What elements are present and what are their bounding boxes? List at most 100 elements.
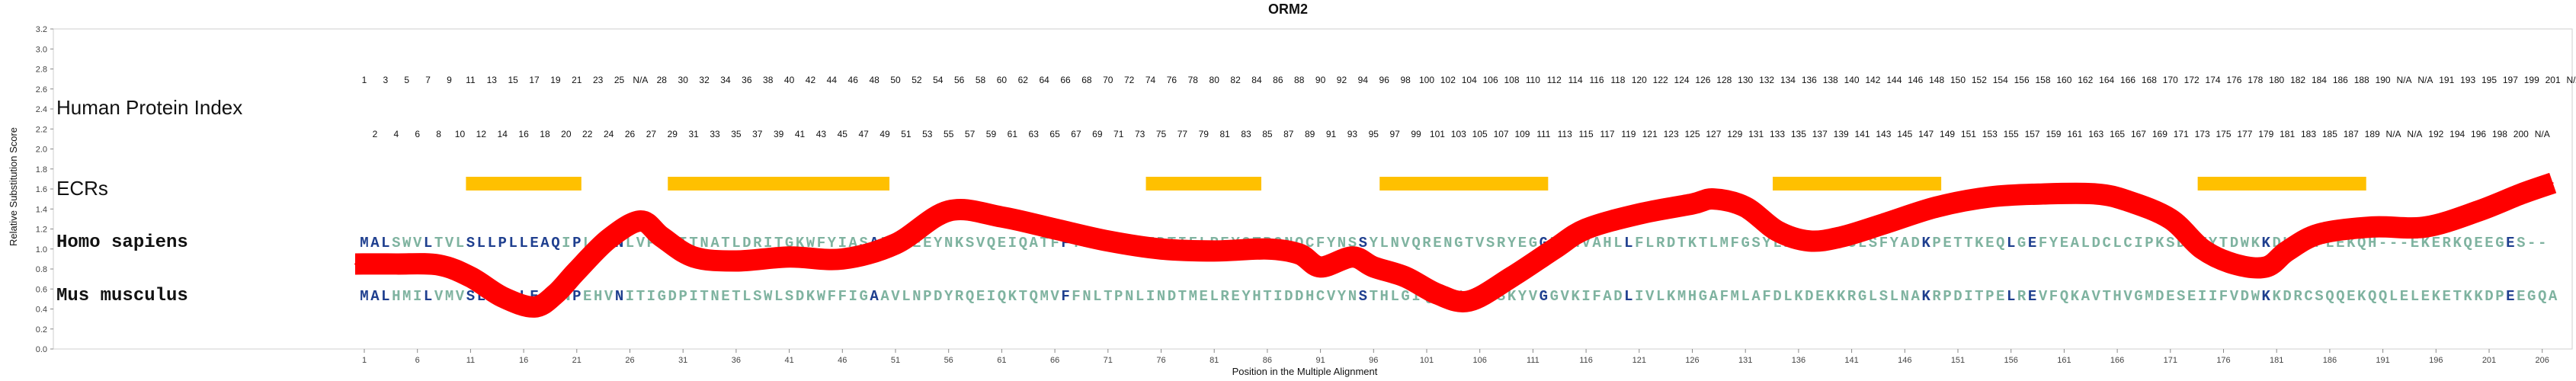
- residue: E: [1985, 235, 1994, 251]
- human-index-number: 22: [582, 129, 593, 139]
- curve-point: [1988, 196, 1991, 198]
- residue: T: [1019, 288, 1027, 305]
- human-index-number: 169: [2152, 129, 2167, 139]
- residue: L: [1613, 235, 1622, 251]
- residue: N: [1082, 288, 1091, 305]
- residue: S: [785, 288, 793, 305]
- residue: A: [880, 288, 889, 305]
- residue: I: [2134, 235, 2142, 251]
- residue: E: [1231, 288, 1239, 305]
- human-index-number: 167: [2131, 129, 2146, 139]
- x-tick-label: 116: [1579, 356, 1593, 365]
- human-index-number: 58: [976, 75, 986, 85]
- residue: S: [1359, 288, 1367, 305]
- residue: T: [2453, 288, 2461, 305]
- human-index-number: 82: [1230, 75, 1241, 85]
- residue: Q: [998, 288, 1006, 305]
- residue: S: [1348, 235, 1357, 251]
- curve-point: [1777, 230, 1779, 232]
- y-tick-label: 0.6: [36, 285, 47, 294]
- y-tick-label: 2.2: [36, 125, 47, 134]
- ecr-bar: [1379, 177, 1549, 190]
- residue: R: [2293, 288, 2302, 305]
- residue: V: [976, 235, 985, 251]
- human-index-number: 141: [1855, 129, 1870, 139]
- human-index-number: 32: [699, 75, 710, 85]
- human-index-number: 177: [2237, 129, 2252, 139]
- residue: Y: [1370, 235, 1379, 251]
- residue: A: [1592, 235, 1601, 251]
- residue: A: [370, 288, 380, 305]
- residue: F: [1592, 288, 1600, 305]
- human-index-number: 14: [498, 129, 508, 139]
- residue: D: [1953, 288, 1962, 305]
- curve-point: [1373, 266, 1375, 268]
- residue: Q: [2336, 288, 2344, 305]
- residue: L: [1390, 288, 1399, 305]
- residue: M: [402, 288, 411, 305]
- curve-point: [1298, 253, 1300, 255]
- curve-point: [1936, 206, 1938, 208]
- human-index-number: 40: [784, 75, 795, 85]
- x-tick-label: 106: [1473, 356, 1487, 365]
- residue: I: [2209, 288, 2217, 305]
- residue: L: [1093, 288, 1101, 305]
- residue: N: [615, 288, 623, 305]
- residue: L: [488, 235, 496, 251]
- residue: T: [2102, 288, 2110, 305]
- residue: G: [2017, 235, 2026, 251]
- residue: I: [1146, 288, 1155, 305]
- residue: G: [859, 288, 867, 305]
- curve-point: [1054, 228, 1056, 230]
- x-tick-label: 191: [2376, 356, 2389, 365]
- residue: K: [2453, 235, 2462, 251]
- human-index-number: 134: [1780, 75, 1796, 85]
- human-index-number: 20: [561, 129, 572, 139]
- residue: -: [2527, 235, 2536, 251]
- human-index-number: 29: [668, 129, 678, 139]
- human-index-number: N/A: [2417, 75, 2433, 85]
- human-index-number: 176: [2226, 75, 2241, 85]
- y-axis-label: Relative Substitution Score: [8, 127, 19, 246]
- human-index-number: 49: [879, 129, 890, 139]
- residue: E: [1943, 235, 1951, 251]
- human-index-number: 75: [1156, 129, 1167, 139]
- human-index-number: 61: [1008, 129, 1018, 139]
- human-index-number: 145: [1897, 129, 1912, 139]
- residue: V: [1327, 288, 1336, 305]
- residue: E: [2028, 288, 2036, 305]
- residue: L: [1709, 235, 1718, 251]
- residue: E: [2421, 288, 2430, 305]
- x-tick-label: 126: [1685, 356, 1699, 365]
- x-tick-label: 136: [1792, 356, 1805, 365]
- y-axis: 0.0 0.2 0.4 0.6 0.8 1.0 1.2 1.4 1.6 1.8 2.0 2.2 2.4 2…: [36, 25, 53, 354]
- curve-point: [501, 296, 504, 298]
- x-tick-label: 96: [1369, 356, 1378, 365]
- residue: L: [1773, 235, 1781, 251]
- curve-point: [1107, 240, 1109, 242]
- human-index-number: 150: [1950, 75, 1966, 85]
- residue: W: [806, 235, 815, 251]
- residue: E: [2474, 235, 2482, 251]
- y-tick-label: 1.6: [36, 185, 47, 194]
- human-index-number: 122: [1653, 75, 1668, 85]
- residue: V: [1401, 235, 1410, 251]
- residue: E: [1200, 288, 1208, 305]
- residue: T: [1263, 288, 1271, 305]
- residue: Y: [828, 235, 837, 251]
- residue: P: [572, 235, 581, 251]
- residue: A: [2549, 288, 2558, 305]
- x-tick-label: 176: [2216, 356, 2230, 365]
- human-index-number: 158: [2036, 75, 2051, 85]
- x-tick-label: 51: [891, 356, 900, 365]
- residue: F: [1731, 235, 1739, 251]
- residue: I: [849, 288, 857, 305]
- x-tick-label: 201: [2482, 356, 2496, 365]
- residue: S: [2166, 235, 2174, 251]
- residue: F: [838, 288, 847, 305]
- residue: G: [1529, 235, 1537, 251]
- human-index-number: 4: [393, 129, 399, 139]
- human-index-number: 95: [1369, 129, 1379, 139]
- residue: Q: [2379, 288, 2387, 305]
- residue: D: [2485, 288, 2493, 305]
